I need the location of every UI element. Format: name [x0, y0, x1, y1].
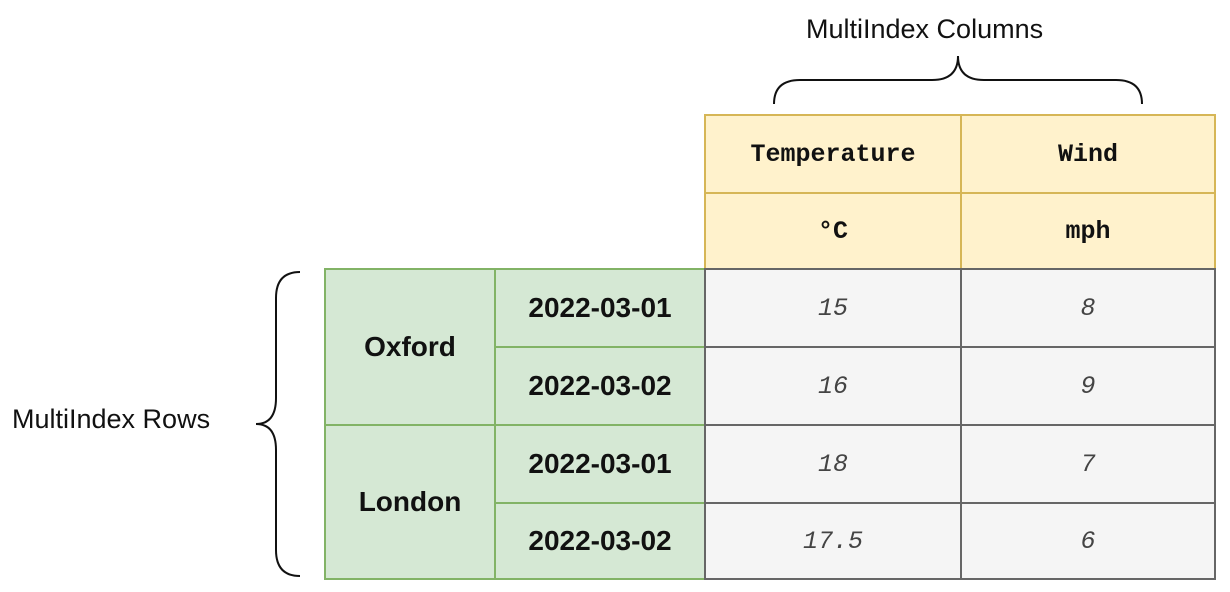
column-header-temperature: Temperature [704, 114, 962, 194]
index-city-oxford: Oxford [324, 268, 496, 426]
value-wind: 6 [960, 502, 1216, 580]
multiindex-columns-label: MultiIndex Columns [806, 14, 1044, 44]
value-wind: 7 [960, 424, 1216, 504]
index-city-london: London [324, 424, 496, 580]
column-header-wind: Wind [960, 114, 1216, 194]
multiindex-rows-label: MultiIndex Rows [12, 404, 211, 434]
index-date: 2022-03-01 [494, 268, 706, 348]
unit-header-celsius: °C [704, 192, 962, 270]
index-date: 2022-03-02 [494, 346, 706, 426]
unit-header-mph: mph [960, 192, 1216, 270]
value-temperature: 15 [704, 268, 962, 348]
value-temperature: 16 [704, 346, 962, 426]
rows-brace [255, 271, 301, 577]
columns-brace [773, 55, 1143, 105]
index-date: 2022-03-01 [494, 424, 706, 504]
value-temperature: 18 [704, 424, 962, 504]
value-wind: 8 [960, 268, 1216, 348]
value-wind: 9 [960, 346, 1216, 426]
index-date: 2022-03-02 [494, 502, 706, 580]
value-temperature: 17.5 [704, 502, 962, 580]
